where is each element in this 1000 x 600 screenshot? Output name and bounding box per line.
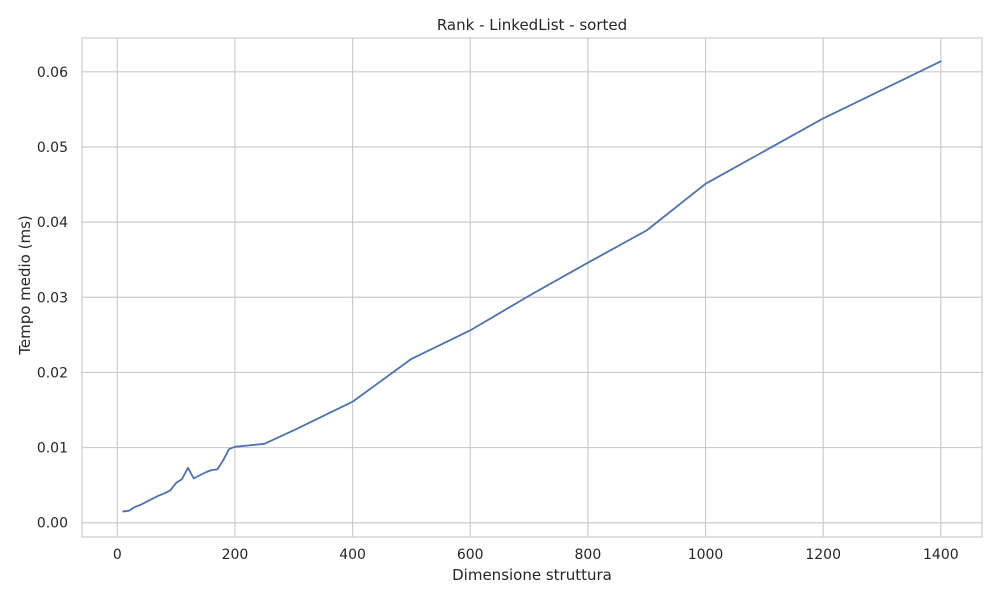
x-tick-label: 1400 xyxy=(923,547,959,563)
y-axis-label: Tempo medio (ms) xyxy=(16,215,34,356)
y-tick-label: 0.04 xyxy=(37,215,68,231)
y-tick-label: 0.05 xyxy=(37,140,68,156)
x-tick-label: 400 xyxy=(339,547,366,563)
x-tick-label: 1000 xyxy=(688,547,724,563)
chart-title: Rank - LinkedList - sorted xyxy=(437,16,627,34)
plot-frame xyxy=(81,37,983,538)
y-tick-label: 0.01 xyxy=(37,441,68,457)
grid xyxy=(82,38,982,537)
series-layer xyxy=(122,60,942,513)
series-line xyxy=(122,60,942,513)
x-tick-label: 1200 xyxy=(805,547,841,563)
y-tick-label: 0.06 xyxy=(37,65,68,81)
x-tick-label: 800 xyxy=(575,547,602,563)
y-tick-label: 0.02 xyxy=(37,365,68,381)
y-axis-ticks: 0.00 0.01 0.02 0.03 0.04 0.05 0.06 xyxy=(37,65,68,532)
y-tick-label: 0.03 xyxy=(37,290,68,306)
x-axis-ticks: 0 200 400 600 800 1000 1200 1400 xyxy=(113,547,959,563)
y-tick-label: 0.00 xyxy=(37,516,68,532)
x-tick-label: 200 xyxy=(222,547,249,563)
x-tick-label: 600 xyxy=(457,547,484,563)
x-tick-label: 0 xyxy=(113,547,122,563)
x-axis-label: Dimensione struttura xyxy=(452,566,612,584)
